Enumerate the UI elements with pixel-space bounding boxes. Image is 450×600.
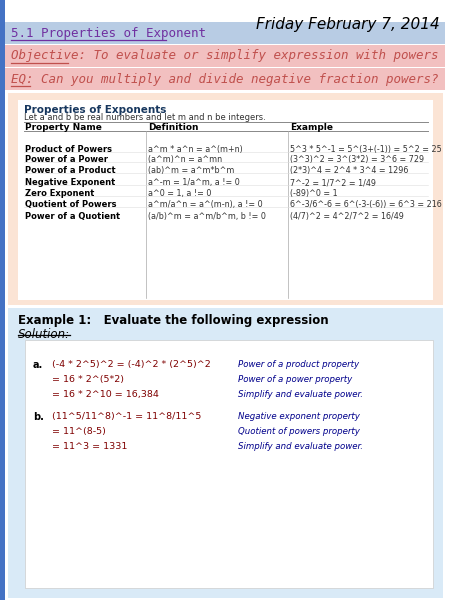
Text: Properties of Exponents: Properties of Exponents [24,105,166,115]
Text: a.: a. [33,360,43,370]
Text: b.: b. [33,412,44,422]
Text: Friday February 7, 2014: Friday February 7, 2014 [256,17,440,32]
FancyBboxPatch shape [8,308,443,598]
Text: = 16 * 2^(5*2): = 16 * 2^(5*2) [52,375,124,384]
Text: (-4 * 2^5)^2 = (-4)^2 * (2^5)^2: (-4 * 2^5)^2 = (-4)^2 * (2^5)^2 [52,360,211,369]
Text: Zero Exponent: Zero Exponent [25,189,94,198]
Text: Simplify and evaluate power.: Simplify and evaluate power. [238,390,363,399]
Text: (-89)^0 = 1: (-89)^0 = 1 [290,189,338,198]
Text: (3^3)^2 = 3^(3*2) = 3^6 = 729: (3^3)^2 = 3^(3*2) = 3^6 = 729 [290,155,424,164]
Text: Negative exponent property: Negative exponent property [238,412,360,421]
Text: a^m/a^n = a^(m-n), a != 0: a^m/a^n = a^(m-n), a != 0 [148,200,263,209]
Text: Negative Exponent: Negative Exponent [25,178,115,187]
Text: Example: Example [290,123,333,132]
Text: (ab)^m = a^m*b^m: (ab)^m = a^m*b^m [148,166,234,175]
Text: (a^m)^n = a^mn: (a^m)^n = a^mn [148,155,222,164]
Text: 5^3 * 5^-1 = 5^(3+(-1)) = 5^2 = 25: 5^3 * 5^-1 = 5^(3+(-1)) = 5^2 = 25 [290,145,442,154]
Text: 7^-2 = 1/7^2 = 1/49: 7^-2 = 1/7^2 = 1/49 [290,178,376,187]
Text: Objective: To evaluate or simplify expression with powers: Objective: To evaluate or simplify expre… [11,49,438,62]
Text: Power of a product property: Power of a product property [238,360,359,369]
Text: Quotient of Powers: Quotient of Powers [25,200,117,209]
Text: = 11^3 = 1331: = 11^3 = 1331 [52,442,127,451]
Text: Simplify and evaluate power.: Simplify and evaluate power. [238,442,363,451]
Text: 5.1 Properties of Exponent: 5.1 Properties of Exponent [11,26,206,40]
Text: Power of a power property: Power of a power property [238,375,352,384]
FancyBboxPatch shape [0,0,5,600]
Text: a^m * a^n = a^(m+n): a^m * a^n = a^(m+n) [148,145,243,154]
Text: (a/b)^m = a^m/b^m, b != 0: (a/b)^m = a^m/b^m, b != 0 [148,212,266,221]
Text: (2*3)^4 = 2^4 * 3^4 = 1296: (2*3)^4 = 2^4 * 3^4 = 1296 [290,166,409,175]
FancyBboxPatch shape [5,68,445,90]
Text: EQ: Can you multiply and divide negative fraction powers?: EQ: Can you multiply and divide negative… [11,73,438,85]
Text: a^-m = 1/a^m, a != 0: a^-m = 1/a^m, a != 0 [148,178,240,187]
Text: (4/7)^2 = 4^2/7^2 = 16/49: (4/7)^2 = 4^2/7^2 = 16/49 [290,212,404,221]
FancyBboxPatch shape [18,100,433,300]
Text: = 16 * 2^10 = 16,384: = 16 * 2^10 = 16,384 [52,390,159,399]
FancyBboxPatch shape [25,340,433,588]
FancyBboxPatch shape [5,45,445,67]
Text: Quotient of powers property: Quotient of powers property [238,427,360,436]
Text: Solution:: Solution: [18,328,70,341]
Text: a^0 = 1, a != 0: a^0 = 1, a != 0 [148,189,212,198]
Text: 6^-3/6^-6 = 6^(-3-(-6)) = 6^3 = 216: 6^-3/6^-6 = 6^(-3-(-6)) = 6^3 = 216 [290,200,442,209]
Text: = 11^(8-5): = 11^(8-5) [52,427,106,436]
Text: Power of a Quotient: Power of a Quotient [25,212,120,221]
Text: Example 1:   Evaluate the following expression: Example 1: Evaluate the following expres… [18,314,328,327]
Text: Let a and b be real numbers and let m and n be integers.: Let a and b be real numbers and let m an… [24,113,266,122]
Text: (11^5/11^8)^-1 = 11^8/11^5: (11^5/11^8)^-1 = 11^8/11^5 [52,412,202,421]
FancyBboxPatch shape [5,22,445,44]
Text: Power of a Product: Power of a Product [25,166,116,175]
FancyBboxPatch shape [8,93,443,305]
Text: Definition: Definition [148,123,198,132]
Text: Product of Powers: Product of Powers [25,145,112,154]
Text: Power of a Power: Power of a Power [25,155,108,164]
Text: Property Name: Property Name [25,123,102,132]
